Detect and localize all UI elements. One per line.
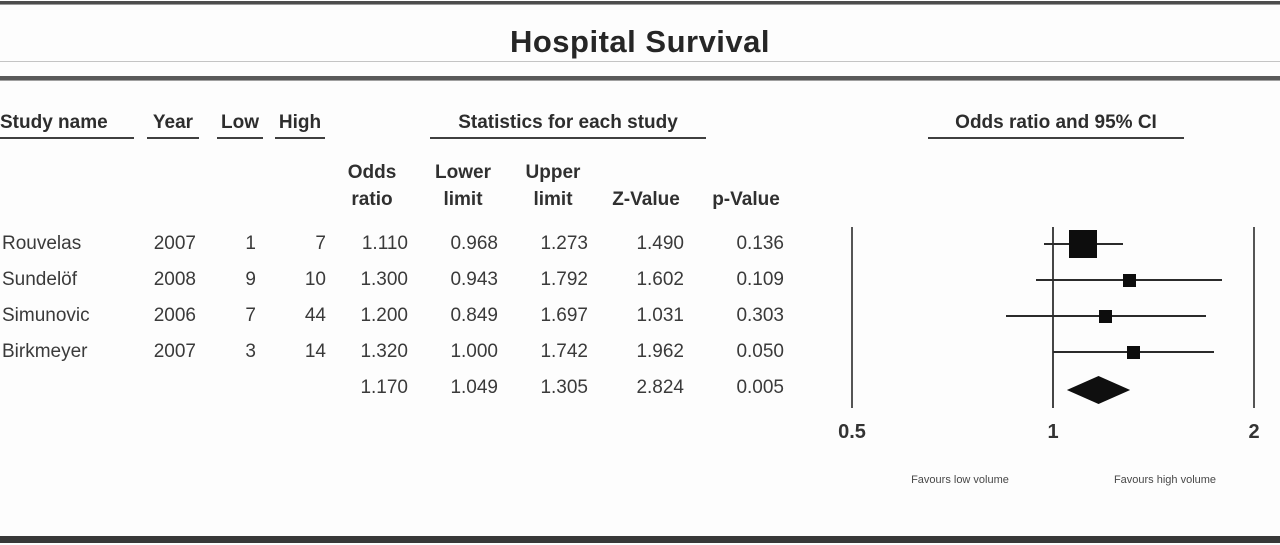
subheader-lower: Lower [435, 162, 491, 183]
header-study-name: Study name [0, 112, 134, 139]
title-rule-thick [0, 76, 1280, 80]
row-2-p-cell: 0.303 [736, 305, 784, 326]
row-2-year-cell: 2006 [153, 305, 196, 326]
figure-title: Hospital Survival [509, 24, 771, 59]
row-3-z-cell: 1.962 [636, 341, 684, 362]
row-2-ul-cell: 1.697 [540, 305, 588, 326]
row-2-ll-cell: 0.849 [450, 305, 498, 326]
row-0-ul-cell: 1.273 [540, 233, 588, 254]
odds-ratio-marker-1 [1122, 273, 1136, 287]
row-3-ul-cell: 1.742 [540, 341, 588, 362]
row-3-or-cell: 1.320 [360, 341, 408, 362]
row-1-z-cell: 1.602 [636, 269, 684, 290]
row-2-z-cell: 1.031 [636, 305, 684, 326]
row-3-low-cell: 3 [245, 341, 256, 362]
row-1-year-cell: 2008 [153, 269, 196, 290]
odds-ratio-marker-0 [1069, 230, 1098, 258]
row-0-high-cell: 7 [315, 233, 326, 254]
axis-line-0-5 [851, 227, 853, 408]
row-3-ll-cell: 1.000 [450, 341, 498, 362]
row-0-z-cell: 1.490 [636, 233, 684, 254]
row-2-name-cell: Simunovic [2, 305, 90, 326]
subheader-ratio: ratio [351, 189, 393, 210]
subheader-z-value: Z-Value [612, 189, 680, 210]
axis-line-2 [1253, 227, 1255, 408]
row-2-low-cell: 7 [245, 305, 256, 326]
row-0-name-cell: Rouvelas [2, 233, 82, 254]
row-0-low-cell: 1 [245, 233, 256, 254]
subheader-lower-limit-2: limit [443, 189, 483, 210]
row-1-name-cell: Sundelöf [2, 269, 78, 290]
subheader-odds-ratio: Odds ratio [336, 159, 408, 213]
title-rule-thin [0, 61, 1280, 62]
summary-ul-cell: 1.305 [540, 377, 588, 398]
summary-z-cell: 2.824 [636, 377, 684, 398]
axis-line-1 [1052, 227, 1054, 408]
header-statistics: Statistics for each study [430, 112, 706, 139]
row-3-high-cell: 14 [304, 341, 326, 362]
header-plot: Odds ratio and 95% CI [928, 112, 1184, 139]
subheader-upper-limit-2: limit [533, 189, 573, 210]
odds-ratio-marker-2 [1099, 309, 1113, 323]
row-0-p-cell: 0.136 [736, 233, 784, 254]
favours-high-volume-label: Favours high volume [1113, 474, 1217, 486]
row-2-high-cell: 44 [304, 305, 326, 326]
subheader-upper-limit: Upper limit [514, 159, 592, 213]
odds-ratio-marker-3 [1127, 345, 1140, 359]
row-1-ll-cell: 0.943 [450, 269, 498, 290]
tick-2: 2 [1248, 421, 1260, 443]
tick-1: 1 [1047, 421, 1059, 443]
subheader-odds: Odds [347, 162, 397, 183]
tick-0-5: 0.5 [838, 421, 866, 443]
subheader-upper: Upper [525, 162, 581, 183]
summary-or-cell: 1.170 [360, 377, 408, 398]
row-3-year-cell: 2007 [153, 341, 196, 362]
subheader-p-value: p-Value [712, 189, 780, 210]
row-3-p-cell: 0.050 [736, 341, 784, 362]
subheader-lower-limit: Lower limit [424, 159, 502, 213]
row-1-p-cell: 0.109 [736, 269, 784, 290]
header-low: Low [217, 112, 263, 139]
row-0-year-cell: 2007 [153, 233, 196, 254]
header-high: High [275, 112, 325, 139]
row-0-or-cell: 1.110 [361, 233, 408, 254]
summary-diamond [1066, 376, 1131, 404]
row-0-ll-cell: 0.968 [450, 233, 498, 254]
summary-p-cell: 0.005 [736, 377, 784, 398]
row-1-low-cell: 9 [245, 269, 256, 290]
summary-ll-cell: 1.049 [450, 377, 498, 398]
bottom-rule [0, 536, 1280, 543]
row-1-ul-cell: 1.792 [540, 269, 588, 290]
top-rule [0, 1, 1280, 4]
row-1-high-cell: 10 [304, 269, 326, 290]
row-1-or-cell: 1.300 [360, 269, 408, 290]
row-2-or-cell: 1.200 [360, 305, 408, 326]
header-year: Year [147, 112, 199, 139]
row-3-name-cell: Birkmeyer [2, 341, 88, 362]
favours-low-volume-label: Favours low volume [911, 474, 1009, 486]
